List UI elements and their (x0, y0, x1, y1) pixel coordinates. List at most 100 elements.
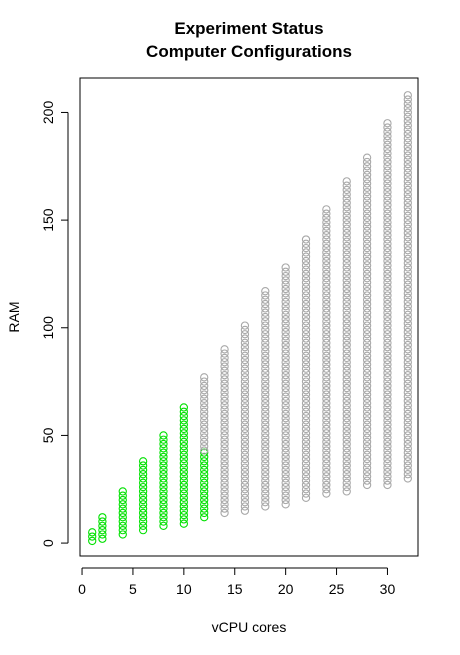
data-point-pending (383, 153, 392, 162)
data-point-pending (342, 241, 351, 251)
data-point-pending (301, 381, 311, 391)
data-point-pending (220, 495, 229, 505)
data-point-pending (281, 263, 290, 272)
data-point-pending (403, 284, 412, 294)
data-point-pending (342, 426, 351, 436)
data-point-pending (362, 437, 372, 447)
data-point-pending (240, 403, 250, 412)
data-point-pending (322, 394, 331, 403)
data-point-pending (322, 330, 331, 339)
data-point-pending (281, 284, 290, 294)
data-point-pending (322, 411, 331, 421)
data-point-pending (383, 321, 392, 330)
data-point-done (179, 442, 188, 451)
data-point-pending (322, 355, 331, 365)
data-point-pending (301, 403, 311, 412)
data-point-pending (342, 280, 351, 289)
data-point-pending (403, 474, 412, 483)
data-point-pending (362, 235, 372, 244)
data-point-pending (261, 472, 270, 481)
data-point-pending (383, 231, 392, 240)
data-point-pending (301, 252, 311, 261)
data-point-done (179, 498, 188, 507)
data-point-done (179, 515, 188, 524)
data-point-pending (200, 373, 209, 382)
data-point-pending (342, 319, 351, 328)
data-point-pending (383, 377, 392, 386)
data-point-pending (403, 233, 412, 242)
data-point-pending (220, 405, 229, 414)
data-point-pending (362, 209, 372, 218)
data-point-pending (281, 340, 290, 350)
data-point-pending (403, 103, 412, 113)
data-point-pending (362, 459, 372, 468)
data-point-pending (362, 321, 372, 330)
data-point-pending (403, 190, 412, 199)
data-point-pending (220, 370, 229, 380)
data-point-pending (362, 325, 372, 335)
data-point-pending (261, 287, 270, 296)
data-point-pending (322, 299, 331, 309)
data-point-pending (362, 342, 372, 352)
data-point-pending (362, 243, 372, 253)
data-point-done (179, 429, 188, 438)
data-point-pending (322, 274, 331, 283)
data-point-pending (220, 439, 229, 449)
data-point-pending (200, 433, 209, 442)
data-point-pending (362, 317, 372, 326)
data-point-pending (301, 446, 311, 455)
data-point-pending (322, 308, 331, 317)
data-point-pending (220, 345, 229, 354)
data-point-pending (281, 314, 290, 324)
data-point-pending (403, 276, 412, 285)
data-point-pending (301, 235, 311, 244)
y-tick-label: 200 (40, 101, 56, 125)
data-point-pending (220, 491, 229, 500)
data-point-pending (240, 502, 250, 511)
data-point-pending (261, 476, 270, 485)
data-point-pending (220, 504, 229, 513)
data-point-pending (240, 390, 250, 399)
data-point-pending (322, 480, 331, 490)
data-point-pending (342, 228, 351, 238)
data-point-pending (322, 420, 331, 429)
data-point-pending (342, 211, 351, 220)
data-point-pending (240, 454, 250, 464)
data-point-pending (281, 306, 290, 315)
data-point-done (200, 500, 209, 509)
data-point-done (179, 450, 188, 459)
data-point-pending (301, 342, 311, 352)
data-point-pending (240, 467, 250, 477)
data-point-pending (322, 403, 331, 412)
data-point-pending (281, 491, 290, 500)
data-point-pending (322, 360, 331, 369)
data-point-pending (301, 480, 311, 490)
data-point-pending (342, 327, 351, 337)
data-point-pending (301, 424, 311, 434)
data-point-pending (301, 493, 311, 503)
data-point-pending (342, 246, 351, 255)
data-point-pending (342, 362, 351, 371)
data-point-pending (301, 325, 311, 335)
x-axis: 0 5 10 15 20 25 30 (78, 567, 395, 597)
data-point-pending (362, 420, 372, 429)
data-point-pending (281, 470, 290, 479)
data-point-pending (281, 358, 290, 367)
data-point-done (159, 513, 168, 522)
data-point-pending (362, 386, 372, 395)
data-point-pending (240, 398, 250, 408)
data-point-pending (281, 500, 290, 509)
data-point-pending (342, 297, 351, 307)
data-point-pending (281, 487, 290, 496)
data-point-pending (261, 364, 270, 373)
data-point-pending (383, 312, 392, 322)
data-point-pending (261, 467, 270, 477)
data-point-pending (322, 231, 331, 240)
data-point-pending (342, 349, 351, 358)
data-point-pending (342, 284, 351, 294)
data-point-pending (281, 310, 290, 319)
data-point-pending (383, 330, 392, 339)
data-point-pending (301, 463, 311, 472)
data-point-pending (362, 170, 372, 180)
data-point-pending (261, 442, 270, 451)
